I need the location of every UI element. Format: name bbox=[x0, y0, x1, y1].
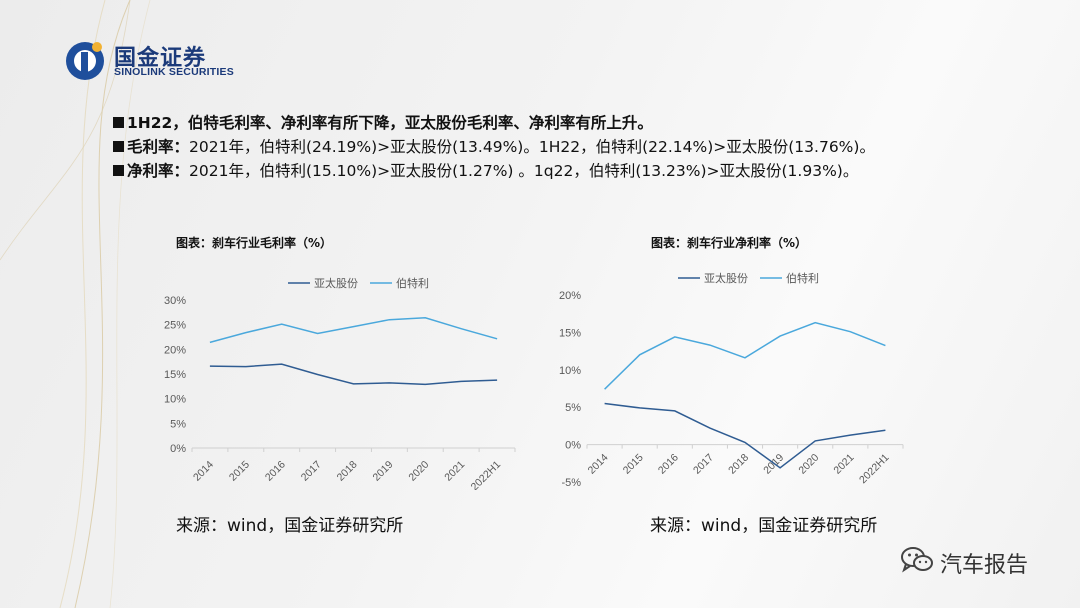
series-line-bote bbox=[604, 321, 886, 390]
x-tick-label: 2015 bbox=[621, 452, 646, 477]
chart-2-title: 图表：刹车行业净利率（%） bbox=[651, 236, 808, 250]
y-tick-label: 10% bbox=[559, 365, 581, 377]
y-tick-label: 10% bbox=[164, 394, 186, 406]
x-tick-label: 2022H1 bbox=[469, 459, 504, 490]
logo-chinese-name: 国金证券 bbox=[114, 46, 207, 71]
bullet-2: 毛利率：2021年，伯特利(24.19%)>亚太股份(13.49%)。1H22，… bbox=[113, 135, 1013, 159]
y-tick-label: 15% bbox=[164, 369, 186, 381]
series-line-bote bbox=[209, 317, 498, 344]
x-tick-label: 2016 bbox=[263, 459, 288, 484]
y-tick-label: 20% bbox=[164, 344, 186, 356]
bullet-3-body: 2021年，伯特利(15.10%)>亚太股份(1.27%) 。1q22，伯特利(… bbox=[189, 162, 859, 180]
legend-label: 亚太股份 bbox=[314, 277, 358, 290]
bullet-square-icon bbox=[113, 165, 124, 176]
bullet-1: 1H22，伯特毛利率、净利率有所下降，亚太股份毛利率、净利率有所上升。 bbox=[113, 111, 1013, 135]
net-margin-chart: 亚太股份 伯特利 20% 15% 10% 5% 0% -5% 2014 2015 2016 2017 2… bbox=[559, 271, 904, 489]
series-line-yatai bbox=[209, 363, 498, 386]
bullet-3-head: 净利率： bbox=[127, 162, 190, 180]
x-tick-label: 2019 bbox=[371, 459, 396, 484]
x-tick-label: 2021 bbox=[442, 459, 467, 484]
bullet-2-body: 2021年，伯特利(24.19%)>亚太股份(13.49%)。1H22，伯特利(… bbox=[189, 138, 875, 156]
legend-label: 伯特利 bbox=[786, 271, 819, 285]
legend-label: 亚太股份 bbox=[704, 272, 748, 285]
bullet-1-head: 1H22，伯特毛利率、净利率有所下降，亚太股份毛利率、净利率有所上升。 bbox=[127, 114, 653, 132]
legend-label: 伯特利 bbox=[396, 276, 429, 290]
bullet-square-icon bbox=[113, 141, 124, 152]
y-tick-label: 30% bbox=[164, 295, 186, 307]
x-tick-label: 2016 bbox=[656, 452, 681, 477]
y-tick-label: 15% bbox=[559, 327, 581, 339]
chart-1-source: 来源：wind，国金证券研究所 bbox=[176, 516, 404, 536]
x-tick-label: 2017 bbox=[299, 459, 324, 484]
y-tick-label: 5% bbox=[170, 418, 186, 430]
bullet-3: 净利率：2021年，伯特利(15.10%)>亚太股份(1.27%) 。1q22，… bbox=[113, 159, 1013, 183]
series-line-yatai bbox=[604, 402, 886, 469]
x-tick-label: 2014 bbox=[586, 452, 611, 477]
watermark: 汽车报告 bbox=[900, 543, 1050, 579]
summary-bullets: 1H22，伯特毛利率、净利率有所下降，亚太股份毛利率、净利率有所上升。 毛利率：… bbox=[113, 111, 1013, 183]
x-tick-label: 2018 bbox=[335, 459, 360, 484]
x-tick-label: 2018 bbox=[726, 452, 751, 477]
x-tick-label: 2015 bbox=[227, 459, 252, 484]
y-tick-label: -5% bbox=[561, 477, 581, 489]
chart-1-title: 图表：刹车行业毛利率（%） bbox=[176, 236, 333, 250]
company-logo: 国金证券 SINOLINK SECURITIES bbox=[64, 38, 254, 82]
y-tick-label: 5% bbox=[565, 402, 581, 414]
wechat-icon bbox=[901, 547, 933, 573]
y-tick-label: 0% bbox=[565, 440, 581, 452]
logo-english-name: SINOLINK SECURITIES bbox=[114, 66, 234, 78]
chart-2-source: 来源：wind，国金证券研究所 bbox=[650, 516, 878, 536]
x-tick-label: 2017 bbox=[691, 452, 716, 477]
watermark-text: 汽车报告 bbox=[940, 553, 1029, 578]
sinolink-logo-icon bbox=[66, 42, 104, 80]
x-tick-label: 2021 bbox=[831, 452, 856, 477]
x-tick-label: 2020 bbox=[796, 452, 821, 477]
bullet-2-head: 毛利率： bbox=[127, 138, 190, 156]
x-tick-label: 2022H1 bbox=[857, 452, 892, 487]
gross-margin-chart: 亚太股份 伯特利 30% 25% 20% 15% 10% 5% 0% 2014 2015 2016 20… bbox=[164, 276, 516, 490]
x-tick-label: 2014 bbox=[191, 459, 216, 484]
y-tick-label: 25% bbox=[164, 320, 186, 332]
y-tick-label: 0% bbox=[170, 443, 186, 455]
x-tick-label: 2020 bbox=[406, 459, 431, 484]
bullet-square-icon bbox=[113, 117, 124, 128]
y-tick-label: 20% bbox=[559, 290, 581, 302]
